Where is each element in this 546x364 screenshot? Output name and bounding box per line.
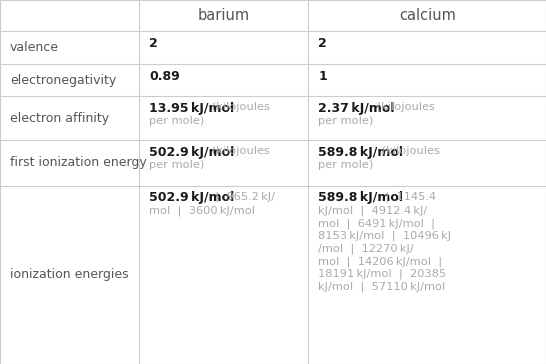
Text: kJ/mol  |  57110 kJ/mol: kJ/mol | 57110 kJ/mol <box>318 282 446 292</box>
Text: (kilojoules: (kilojoules <box>373 102 435 112</box>
Text: 13.95 kJ/mol: 13.95 kJ/mol <box>149 102 234 115</box>
Text: per mole): per mole) <box>318 160 373 170</box>
Text: 589.8 kJ/mol: 589.8 kJ/mol <box>318 191 403 205</box>
Text: |  965.2 kJ/: | 965.2 kJ/ <box>209 191 276 202</box>
Text: mol  |  3600 kJ/mol: mol | 3600 kJ/mol <box>149 205 255 216</box>
Text: 2: 2 <box>149 37 158 50</box>
Text: 18191 kJ/mol  |  20385: 18191 kJ/mol | 20385 <box>318 269 447 280</box>
Text: ionization energies: ionization energies <box>10 268 128 281</box>
Text: calcium: calcium <box>399 8 456 23</box>
Text: valence: valence <box>10 41 59 54</box>
Text: electron affinity: electron affinity <box>10 112 109 125</box>
Text: per mole): per mole) <box>149 160 204 170</box>
Text: 589.8 kJ/mol: 589.8 kJ/mol <box>318 146 403 159</box>
Text: kJ/mol  |  4912.4 kJ/: kJ/mol | 4912.4 kJ/ <box>318 205 428 216</box>
Text: (kilojoules: (kilojoules <box>378 146 440 156</box>
Text: (kilojoules: (kilojoules <box>209 146 270 156</box>
Text: barium: barium <box>198 8 250 23</box>
Text: /mol  |  12270 kJ/: /mol | 12270 kJ/ <box>318 244 414 254</box>
Text: 0.89: 0.89 <box>149 70 180 83</box>
Text: per mole): per mole) <box>318 116 373 126</box>
Text: electronegativity: electronegativity <box>10 74 116 87</box>
Text: 8153 kJ/mol  |  10496 kJ: 8153 kJ/mol | 10496 kJ <box>318 231 452 241</box>
Text: first ionization energy: first ionization energy <box>10 157 146 169</box>
Text: 1: 1 <box>318 70 327 83</box>
Text: 502.9 kJ/mol: 502.9 kJ/mol <box>149 191 234 205</box>
Text: 2.37 kJ/mol: 2.37 kJ/mol <box>318 102 395 115</box>
Text: mol  |  14206 kJ/mol  |: mol | 14206 kJ/mol | <box>318 256 443 267</box>
Text: mol  |  6491 kJ/mol  |: mol | 6491 kJ/mol | <box>318 218 436 229</box>
Text: |  1145.4: | 1145.4 <box>378 191 436 202</box>
Text: 2: 2 <box>318 37 327 50</box>
Text: (kilojoules: (kilojoules <box>209 102 270 112</box>
Text: 502.9 kJ/mol: 502.9 kJ/mol <box>149 146 234 159</box>
Text: per mole): per mole) <box>149 116 204 126</box>
